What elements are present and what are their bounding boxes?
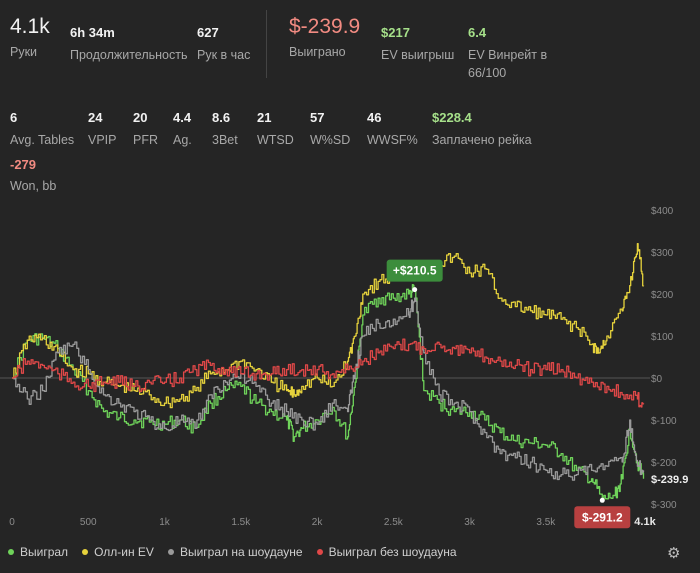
gear-icon[interactable]: ⚙	[667, 545, 681, 562]
annotation-box	[386, 259, 443, 282]
stat-value: 21	[257, 110, 272, 125]
stat-value: 6	[10, 110, 18, 125]
stat-value: 20	[133, 110, 148, 125]
x-tick-label: 2k	[312, 517, 324, 528]
stat-label: Рук в час	[197, 48, 251, 62]
stat-value: 4.4	[173, 110, 192, 125]
stat-label: Заплачено рейка	[432, 133, 532, 147]
stat-label: WWSF%	[367, 133, 418, 147]
stat-label: WTSD	[257, 133, 294, 147]
stat-label: W%SD	[310, 133, 351, 147]
stat-value: $217	[381, 25, 410, 40]
stat-label: Avg. Tables	[10, 133, 75, 147]
series-line	[12, 284, 645, 501]
annotation-box	[574, 506, 631, 529]
y-tick-label: $100	[651, 332, 674, 343]
stat-label: Won, bb	[10, 179, 57, 193]
stat-value: 46	[367, 110, 382, 125]
stat-top-4: $217 EV выигрыш	[381, 25, 454, 64]
stat-row2-2: 20 PFR	[133, 110, 158, 149]
annotation-dot	[599, 497, 605, 503]
legend-label: Выиграл на шоудауне	[179, 545, 303, 559]
legend-dot-icon	[316, 548, 323, 555]
legend-item[interactable]: Выиграл без шоудауна	[316, 545, 457, 559]
stat-row2-8: $228.4 Заплачено рейка	[432, 110, 532, 149]
y-tick-label: $0	[651, 374, 663, 385]
series-line	[12, 338, 645, 408]
legend-dot-icon	[8, 548, 14, 555]
stat-value: 6.4	[468, 25, 487, 40]
stat-top-5: 6.4 EV Винрейт в 66/100	[468, 25, 547, 82]
stat-row2-4: 8.6 3Bet	[212, 110, 238, 149]
y-tick-label: $-100	[651, 416, 677, 427]
stat-value: 8.6	[212, 110, 231, 125]
legend-item[interactable]: Олл-ин EV	[82, 545, 154, 559]
y-tick-label: $300	[651, 248, 674, 259]
legend-label: Выиграл	[20, 545, 69, 559]
stat-row2-7: 46 WWSF%	[367, 110, 418, 149]
end-value-label: $-239.9	[651, 474, 688, 486]
y-tick-label: $400	[651, 206, 674, 217]
stat-label: Руки	[10, 45, 38, 59]
annotation-dot	[412, 287, 418, 293]
stat-value: -279	[10, 157, 37, 172]
stat-row3-0: -279 Won, bb	[10, 157, 56, 195]
stat-row2-1: 24 VPIP	[88, 110, 117, 149]
x-tick-label: 500	[80, 517, 97, 528]
x-tick-label: 1.5k	[231, 517, 251, 528]
stat-label: Ag.	[173, 133, 192, 147]
stat-value: 627	[197, 25, 219, 40]
stat-row2-5: 21 WTSD	[257, 110, 294, 149]
stat-row2-0: 6 Avg. Tables	[10, 110, 74, 149]
stat-top-3: $-239.9 Выиграно	[289, 15, 360, 61]
chart-legend: Выиграл Олл-ин EV Выиграл на шоудауне Выигр…	[8, 545, 471, 559]
stat-label: 3Bet	[212, 133, 238, 147]
x-tick-label: 3.5k	[536, 517, 556, 528]
annotation-label: $-291.2	[582, 510, 623, 524]
stat-top-2: 627 Рук в час	[197, 25, 250, 64]
legend-label: Выиграл без шоудауна	[328, 545, 457, 559]
x-tick-label: 1k	[159, 517, 171, 528]
stat-value: 6h 34m	[70, 25, 115, 40]
stat-label: Выиграно	[289, 45, 346, 59]
stat-value: $228.4	[432, 110, 472, 125]
stat-label: EV Винрейт в 66/100	[468, 48, 548, 80]
stat-value: $-239.9	[289, 15, 361, 38]
stats-divider	[266, 10, 267, 78]
x-tick-label: 2.5k	[384, 517, 404, 528]
stats-panel: 4.1k Руки 6h 34m Продолжительность 627 Рук в …	[0, 0, 700, 100]
stat-row2-6: 57 W%SD	[310, 110, 350, 149]
stat-label: EV выигрыш	[381, 48, 455, 62]
y-tick-label: $-300	[651, 500, 677, 511]
stat-label: VPIP	[88, 133, 117, 147]
legend-label: Олл-ин EV	[94, 545, 154, 559]
stat-label: PFR	[133, 133, 158, 147]
stat-label: Продолжительность	[70, 48, 188, 62]
x-end-label: 4.1k	[634, 516, 656, 528]
y-tick-label: $200	[651, 290, 674, 301]
legend-item[interactable]: Выиграл на шоудауне	[167, 545, 303, 559]
profit-chart: $400 $300 $200 $100 $0 $-100 $-200 $-300 0 500 1k 1…	[0, 206, 688, 529]
x-tick-label: 0	[9, 517, 15, 528]
stat-value: 57	[310, 110, 325, 125]
annotation-label: +$210.5	[393, 264, 437, 278]
stat-top-0: 4.1k Руки	[10, 15, 50, 61]
stat-value: 4.1k	[10, 15, 50, 38]
x-tick-label: 3k	[464, 517, 476, 528]
series-line	[12, 297, 645, 481]
y-tick-label: $-200	[651, 458, 677, 469]
stat-row2-3: 4.4 Ag.	[173, 110, 192, 149]
legend-dot-icon	[82, 548, 89, 555]
stat-value: 24	[88, 110, 103, 125]
stat-top-1: 6h 34m Продолжительность	[70, 25, 188, 64]
legend-dot-icon	[167, 548, 174, 555]
legend-item[interactable]: Выиграл	[8, 545, 68, 559]
